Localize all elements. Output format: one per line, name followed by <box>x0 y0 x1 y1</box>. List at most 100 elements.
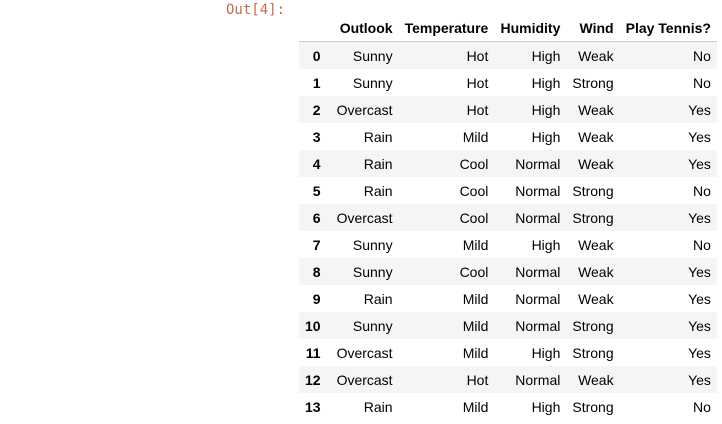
cell-wind: Weak <box>578 236 614 253</box>
cell-outlook: Rain <box>363 155 393 172</box>
cell-play-tennis: Yes <box>688 344 711 361</box>
cell-outlook: Rain <box>363 128 393 145</box>
cell-temperature: Cool <box>459 263 489 280</box>
column-header-wind: Wind <box>566 14 620 42</box>
cell-temperature: Hot <box>466 101 489 118</box>
cell-humidity: Normal <box>515 290 561 307</box>
row-index: 3 <box>312 128 321 145</box>
cell-play-tennis: No <box>693 398 711 415</box>
cell-wind: Weak <box>578 290 614 307</box>
row-index: 9 <box>312 290 321 307</box>
table-row: 7 Sunny Mild High Weak No <box>299 231 717 258</box>
cell-outlook: Sunny <box>352 317 393 334</box>
table-row: 1 Sunny Hot High Strong No <box>299 69 717 96</box>
cell-wind: Weak <box>578 263 614 280</box>
row-index: 2 <box>312 101 321 118</box>
table-row: 4 Rain Cool Normal Weak Yes <box>299 150 717 177</box>
table-row: 0 Sunny Hot High Weak No <box>299 41 717 69</box>
cell-outlook: Overcast <box>336 209 393 226</box>
table-row: 13 Rain Mild High Strong No <box>299 393 717 420</box>
row-index: 12 <box>305 371 321 388</box>
row-index: 10 <box>305 317 321 334</box>
table-row: 9 Rain Mild Normal Weak Yes <box>299 285 717 312</box>
cell-outlook: Sunny <box>352 263 393 280</box>
cell-outlook: Rain <box>363 398 393 415</box>
cell-outlook: Sunny <box>352 47 393 64</box>
cell-outlook: Rain <box>363 182 393 199</box>
table-row: 11 Overcast Mild High Strong Yes <box>299 339 717 366</box>
cell-temperature: Mild <box>462 344 489 361</box>
header-row: Outlook Temperature Humidity Wind Play T… <box>299 14 717 42</box>
cell-wind: Strong <box>572 317 614 334</box>
column-header-play-tennis: Play Tennis? <box>619 14 717 42</box>
cell-humidity: High <box>531 47 561 64</box>
row-index: 11 <box>305 344 321 361</box>
cell-humidity: Normal <box>515 263 561 280</box>
row-index: 8 <box>312 263 321 280</box>
cell-outlook: Overcast <box>336 101 393 118</box>
cell-humidity: High <box>531 398 561 415</box>
cell-outlook: Sunny <box>352 74 393 91</box>
cell-temperature: Mild <box>462 128 489 145</box>
cell-temperature: Cool <box>459 155 489 172</box>
cell-outlook: Rain <box>363 290 393 307</box>
cell-humidity: High <box>531 344 561 361</box>
cell-humidity: High <box>531 128 561 145</box>
table-row: 12 Overcast Hot Normal Weak Yes <box>299 366 717 393</box>
cell-wind: Strong <box>572 182 614 199</box>
row-index: 6 <box>312 209 321 226</box>
cell-temperature: Cool <box>459 209 489 226</box>
cell-humidity: Normal <box>515 317 561 334</box>
cell-humidity: Normal <box>515 182 561 199</box>
row-index: 5 <box>312 182 321 199</box>
table-row: 5 Rain Cool Normal Strong No <box>299 177 717 204</box>
cell-temperature: Mild <box>462 398 489 415</box>
table-row: 6 Overcast Cool Normal Strong Yes <box>299 204 717 231</box>
dataframe-table: Outlook Temperature Humidity Wind Play T… <box>299 14 717 420</box>
cell-humidity: High <box>531 101 561 118</box>
index-header <box>299 14 327 42</box>
cell-outlook: Overcast <box>336 371 393 388</box>
cell-play-tennis: Yes <box>688 290 711 307</box>
cell-wind: Weak <box>578 155 614 172</box>
cell-temperature: Mild <box>462 290 489 307</box>
cell-wind: Strong <box>572 344 614 361</box>
column-header-outlook: Outlook <box>326 14 399 42</box>
cell-temperature: Hot <box>466 371 489 388</box>
cell-wind: Weak <box>578 101 614 118</box>
table-row: 8 Sunny Cool Normal Weak Yes <box>299 258 717 285</box>
column-header-humidity: Humidity <box>494 14 567 42</box>
cell-play-tennis: Yes <box>688 317 711 334</box>
row-index: 13 <box>305 398 321 415</box>
cell-humidity: High <box>531 74 561 91</box>
cell-temperature: Mild <box>462 317 489 334</box>
cell-humidity: High <box>531 236 561 253</box>
cell-wind: Weak <box>578 128 614 145</box>
cell-wind: Weak <box>578 371 614 388</box>
cell-play-tennis: No <box>693 74 711 91</box>
cell-play-tennis: Yes <box>688 371 711 388</box>
cell-wind: Strong <box>572 74 614 91</box>
cell-play-tennis: Yes <box>688 101 711 118</box>
row-index: 4 <box>312 155 321 172</box>
cell-wind: Weak <box>578 47 614 64</box>
cell-wind: Strong <box>572 209 614 226</box>
cell-play-tennis: Yes <box>688 263 711 280</box>
cell-temperature: Hot <box>466 47 489 64</box>
cell-play-tennis: No <box>693 236 711 253</box>
cell-play-tennis: No <box>693 182 711 199</box>
table-row: 10 Sunny Mild Normal Strong Yes <box>299 312 717 339</box>
table-header: Outlook Temperature Humidity Wind Play T… <box>299 14 717 42</box>
cell-play-tennis: Yes <box>688 128 711 145</box>
cell-play-tennis: Yes <box>688 155 711 172</box>
column-header-temperature: Temperature <box>398 14 495 42</box>
cell-temperature: Cool <box>459 182 489 199</box>
table-body: 0 Sunny Hot High Weak No 1 Sunny Hot High Strong No… <box>299 41 717 420</box>
cell-outlook: Sunny <box>352 236 393 253</box>
row-index: 7 <box>312 236 321 253</box>
cell-humidity: Normal <box>515 371 561 388</box>
cell-wind: Strong <box>572 398 614 415</box>
cell-temperature: Mild <box>462 236 489 253</box>
cell-play-tennis: Yes <box>688 209 711 226</box>
table-row: 3 Rain Mild High Weak Yes <box>299 123 717 150</box>
